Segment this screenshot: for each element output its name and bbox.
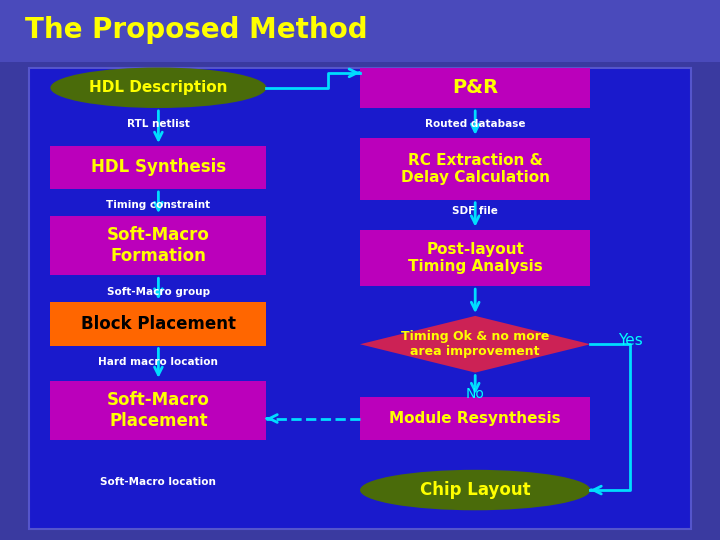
Text: Soft-Macro group: Soft-Macro group xyxy=(107,287,210,296)
FancyBboxPatch shape xyxy=(50,381,266,440)
Text: RTL netlist: RTL netlist xyxy=(127,119,190,129)
FancyBboxPatch shape xyxy=(0,0,720,62)
Text: HDL Synthesis: HDL Synthesis xyxy=(91,158,226,177)
Text: Routed database: Routed database xyxy=(425,119,526,129)
Text: Soft-Macro
Placement: Soft-Macro Placement xyxy=(107,391,210,430)
Text: SDF file: SDF file xyxy=(452,206,498,215)
Text: The Proposed Method: The Proposed Method xyxy=(25,16,368,44)
FancyBboxPatch shape xyxy=(50,216,266,275)
Text: RC Extraction &
Delay Calculation: RC Extraction & Delay Calculation xyxy=(401,152,549,185)
FancyBboxPatch shape xyxy=(50,146,266,189)
Text: Yes: Yes xyxy=(618,333,642,348)
FancyBboxPatch shape xyxy=(360,230,590,286)
FancyBboxPatch shape xyxy=(360,397,590,440)
FancyBboxPatch shape xyxy=(50,302,266,346)
FancyBboxPatch shape xyxy=(360,68,590,108)
Polygon shape xyxy=(360,316,590,373)
Ellipse shape xyxy=(360,470,590,510)
Text: Module Resynthesis: Module Resynthesis xyxy=(390,411,561,426)
FancyBboxPatch shape xyxy=(29,68,691,529)
Text: P&R: P&R xyxy=(452,78,498,97)
Text: Hard macro location: Hard macro location xyxy=(99,357,218,367)
Text: Soft-Macro location: Soft-Macro location xyxy=(101,477,216,487)
Text: HDL Description: HDL Description xyxy=(89,80,228,95)
Text: Timing constraint: Timing constraint xyxy=(107,200,210,210)
Text: Block Placement: Block Placement xyxy=(81,315,236,333)
Text: Chip Layout: Chip Layout xyxy=(420,481,531,499)
Ellipse shape xyxy=(50,68,266,108)
Text: Post-layout
Timing Analysis: Post-layout Timing Analysis xyxy=(408,242,543,274)
FancyBboxPatch shape xyxy=(360,138,590,200)
Text: Timing Ok & no more
area improvement: Timing Ok & no more area improvement xyxy=(401,330,549,358)
Text: No: No xyxy=(466,387,485,401)
Text: Soft-Macro
Formation: Soft-Macro Formation xyxy=(107,226,210,265)
